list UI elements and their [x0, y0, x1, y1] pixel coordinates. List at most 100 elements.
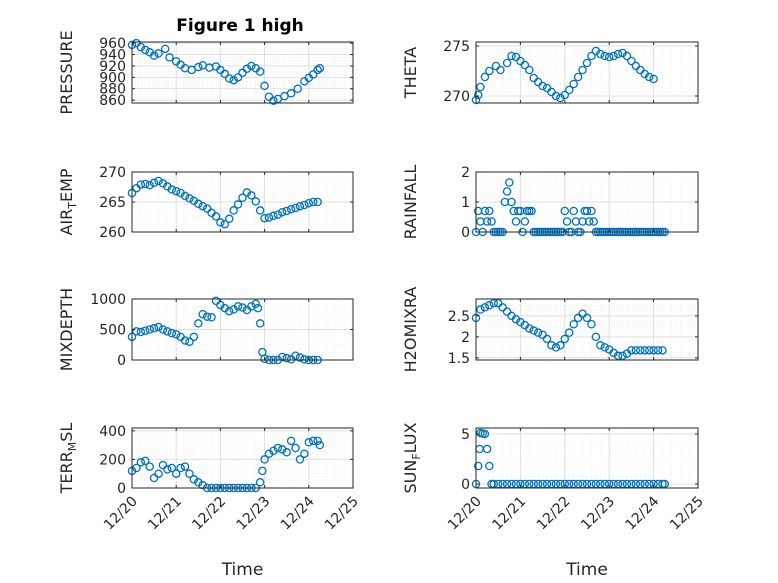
data-point	[308, 70, 318, 79]
data-point	[149, 473, 159, 483]
x-tick-label: 12/22	[189, 494, 229, 534]
data-point	[255, 319, 265, 328]
data-point	[180, 191, 190, 201]
data-point	[618, 351, 627, 361]
data-point	[260, 81, 269, 91]
data-point	[631, 346, 641, 355]
data-point	[211, 212, 221, 221]
y-tick-label: 900	[99, 70, 126, 86]
chart-panel-2: 270 275 THETA	[401, 39, 699, 105]
data-point	[165, 53, 174, 62]
data-point	[476, 305, 485, 314]
plot-area	[476, 428, 698, 488]
data-point	[158, 460, 168, 470]
data-point	[233, 302, 243, 311]
data-point	[224, 214, 234, 224]
x-tick-label: 12/20	[101, 494, 141, 534]
data-point	[220, 219, 230, 229]
x-axis-label: Time	[221, 560, 264, 580]
x-tick-label: 12/24	[278, 493, 318, 533]
data-point	[136, 458, 146, 467]
data-point	[582, 313, 592, 323]
y-tick-label: 0	[461, 225, 470, 241]
data-point	[591, 332, 601, 342]
data-point	[644, 346, 654, 355]
data-point	[189, 475, 199, 484]
axes-box	[131, 427, 354, 489]
y-tick-label: 1000	[90, 292, 126, 308]
data-point	[582, 206, 592, 216]
y-tick-label: 500	[99, 323, 126, 339]
y-axis-label: THETA	[401, 47, 420, 99]
data-point	[498, 303, 507, 312]
data-point	[180, 462, 190, 471]
data-point	[573, 313, 583, 323]
data-point	[171, 330, 181, 339]
y-tick-label: 2	[461, 330, 470, 346]
figure-title: Figure 1 high	[176, 16, 304, 36]
y-axis-label: SUNFLUX	[401, 422, 423, 493]
data-point	[482, 217, 492, 226]
data-point	[160, 44, 170, 54]
data-point	[300, 200, 309, 210]
y-tick-label: 5	[461, 427, 470, 443]
data-point	[167, 463, 177, 473]
data-point	[295, 201, 305, 211]
y-tick-label: 920	[99, 59, 126, 75]
data-point	[313, 65, 322, 75]
data-point	[293, 84, 302, 93]
data-point	[538, 81, 547, 91]
data-point	[649, 74, 658, 84]
data-point	[198, 480, 207, 490]
data-point	[198, 201, 207, 211]
data-point	[198, 309, 207, 319]
data-point	[587, 319, 596, 329]
data-point	[233, 73, 243, 82]
y-axis-label: TERRMSL	[57, 423, 79, 495]
y-tick-label: 270	[443, 89, 470, 105]
data-point	[220, 69, 230, 79]
data-point	[487, 217, 496, 226]
data-point	[496, 65, 505, 75]
data-point	[489, 298, 499, 308]
data-point	[569, 79, 578, 89]
y-tick-label: 860	[99, 93, 126, 109]
data-point	[649, 346, 658, 355]
data-point	[269, 211, 278, 221]
y-tick-label: 0	[461, 477, 470, 493]
data-point	[538, 330, 547, 340]
x-tick-label: 12/23	[578, 494, 618, 534]
data-point	[258, 466, 267, 476]
y-tick-label: 400	[99, 424, 126, 440]
data-point	[480, 206, 490, 216]
data-point	[315, 440, 325, 450]
data-point	[291, 203, 300, 213]
data-point	[291, 351, 300, 360]
data-point	[194, 319, 203, 328]
data-point	[255, 206, 265, 215]
data-point	[163, 327, 172, 336]
data-point	[269, 96, 278, 105]
axes-box	[475, 427, 699, 489]
data-point	[502, 307, 512, 316]
data-point	[564, 328, 574, 337]
data-point	[132, 327, 141, 336]
data-point	[158, 325, 168, 334]
chart-panel-8: 0 5 12/20 12/21 12/22 12/23 12/24 12/25 Time SUNF…	[401, 422, 707, 580]
data-point	[185, 337, 194, 346]
data-point	[315, 63, 325, 73]
y-axis-label: AIRTEMP	[57, 168, 79, 235]
data-point	[584, 217, 594, 226]
y-tick-label: 200	[99, 452, 126, 468]
x-tick-label: 12/21	[489, 494, 529, 534]
data-point	[278, 445, 287, 454]
data-point	[149, 324, 159, 333]
data-point	[564, 85, 574, 95]
data-point	[480, 72, 490, 82]
data-point	[295, 353, 305, 362]
data-point	[505, 178, 514, 187]
data-point	[149, 51, 159, 60]
plot-area	[132, 428, 353, 488]
x-tick-label: 12/25	[667, 494, 707, 534]
data-point	[136, 327, 146, 337]
